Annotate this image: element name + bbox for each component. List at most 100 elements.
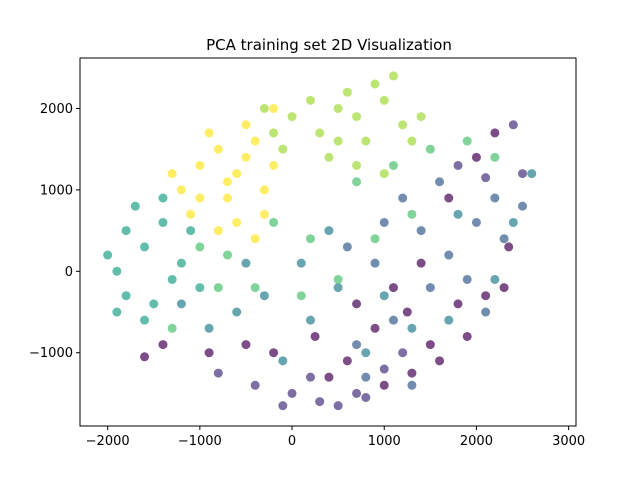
data-point bbox=[195, 242, 205, 252]
x-tick-label: 2000 bbox=[460, 434, 493, 449]
data-point bbox=[241, 340, 251, 350]
data-point bbox=[398, 193, 408, 203]
x-tick-label: 3000 bbox=[552, 434, 585, 449]
data-point bbox=[241, 120, 251, 130]
data-point bbox=[241, 152, 251, 162]
data-point bbox=[398, 120, 408, 130]
data-point bbox=[388, 283, 398, 293]
data-point bbox=[352, 160, 362, 170]
data-point bbox=[232, 307, 242, 317]
data-point bbox=[379, 217, 389, 227]
data-point bbox=[269, 128, 279, 138]
data-point bbox=[425, 283, 435, 293]
data-point bbox=[490, 152, 500, 162]
data-point bbox=[213, 144, 223, 154]
data-point bbox=[204, 348, 214, 358]
data-point bbox=[333, 103, 343, 113]
data-point bbox=[176, 185, 186, 195]
y-tick-label: 1000 bbox=[40, 183, 73, 198]
data-point bbox=[444, 315, 454, 325]
data-point bbox=[407, 368, 417, 378]
data-point bbox=[499, 234, 509, 244]
y-tick-label: 0 bbox=[65, 265, 73, 280]
y-tick-label: −1000 bbox=[29, 346, 73, 361]
data-point bbox=[176, 258, 186, 268]
data-point bbox=[527, 169, 537, 179]
data-point bbox=[259, 209, 269, 219]
data-point bbox=[130, 201, 140, 211]
data-point bbox=[490, 274, 500, 284]
data-point bbox=[232, 169, 242, 179]
data-point bbox=[370, 234, 380, 244]
data-point bbox=[407, 323, 417, 333]
data-point bbox=[388, 315, 398, 325]
data-point bbox=[471, 217, 481, 227]
data-point bbox=[213, 368, 223, 378]
data-point bbox=[167, 323, 177, 333]
data-point bbox=[305, 372, 315, 382]
data-point bbox=[324, 152, 334, 162]
data-point bbox=[407, 209, 417, 219]
data-point bbox=[490, 193, 500, 203]
y-axis: −1000 0 1000 2000 bbox=[29, 102, 80, 361]
data-point bbox=[140, 315, 150, 325]
data-point bbox=[379, 291, 389, 301]
data-point bbox=[425, 144, 435, 154]
data-point bbox=[342, 356, 352, 366]
data-point bbox=[158, 340, 168, 350]
data-point bbox=[352, 177, 362, 187]
data-point bbox=[305, 315, 315, 325]
data-point bbox=[453, 160, 463, 170]
data-point bbox=[232, 217, 242, 227]
data-point bbox=[269, 103, 279, 113]
data-point bbox=[388, 160, 398, 170]
data-point bbox=[121, 226, 131, 236]
data-point bbox=[140, 352, 150, 362]
data-point bbox=[324, 226, 334, 236]
data-point bbox=[407, 136, 417, 146]
data-point bbox=[259, 103, 269, 113]
data-point bbox=[204, 323, 214, 333]
data-point bbox=[444, 250, 454, 260]
data-point bbox=[250, 283, 260, 293]
data-point bbox=[278, 401, 288, 411]
data-point bbox=[462, 331, 472, 341]
data-point bbox=[333, 274, 343, 284]
data-point bbox=[370, 323, 380, 333]
data-point bbox=[112, 307, 122, 317]
data-point bbox=[213, 226, 223, 236]
data-point bbox=[407, 380, 417, 390]
data-point bbox=[223, 250, 233, 260]
data-point bbox=[508, 217, 518, 227]
data-point bbox=[241, 258, 251, 268]
data-point bbox=[158, 217, 168, 227]
data-point bbox=[259, 291, 269, 301]
data-point bbox=[250, 136, 260, 146]
data-point bbox=[333, 401, 343, 411]
data-point bbox=[388, 71, 398, 81]
data-point bbox=[352, 299, 362, 309]
data-point bbox=[195, 193, 205, 203]
data-point bbox=[462, 274, 472, 284]
data-point bbox=[269, 348, 279, 358]
data-point bbox=[462, 136, 472, 146]
data-point bbox=[213, 283, 223, 293]
data-point bbox=[416, 112, 426, 122]
data-point bbox=[481, 291, 491, 301]
data-point bbox=[481, 307, 491, 317]
x-axis: −2000 −1000 0 1000 2000 3000 bbox=[86, 426, 585, 449]
data-point bbox=[379, 380, 389, 390]
data-point bbox=[269, 217, 279, 227]
data-point bbox=[518, 201, 528, 211]
data-point bbox=[186, 209, 196, 219]
data-point bbox=[278, 144, 288, 154]
data-point bbox=[296, 258, 306, 268]
data-point bbox=[305, 234, 315, 244]
data-point bbox=[435, 177, 445, 187]
data-point bbox=[315, 397, 325, 407]
data-point bbox=[481, 173, 491, 183]
data-point bbox=[250, 380, 260, 390]
data-point bbox=[361, 372, 371, 382]
data-point bbox=[352, 340, 362, 350]
data-point bbox=[435, 356, 445, 366]
